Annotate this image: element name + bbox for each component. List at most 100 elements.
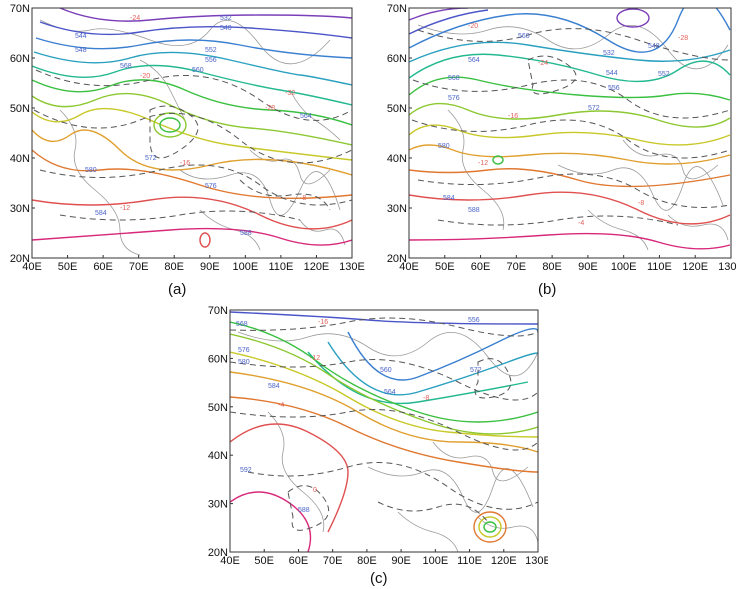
lon-tick-label: 90E (391, 555, 411, 567)
height-label: 588 (468, 207, 480, 214)
height-label: 576 (205, 183, 217, 190)
temp-label: 0 (313, 487, 317, 494)
lat-tick-label: 20N (208, 547, 228, 559)
lat-axis-c: 70N 60N 50N 40N 30N 20N (208, 305, 233, 559)
height-contours-b (409, 8, 731, 250)
map-a: 532 540 544 548 552 556 560 564 568 572 … (10, 3, 365, 273)
lon-tick-label: 40E (399, 261, 419, 273)
contour-labels-c: 556 560 568 564 572 576 580 584 588 592 … (236, 317, 482, 514)
height-label: 588 (298, 507, 310, 514)
lat-tick-label: 50N (208, 402, 228, 414)
temp-label: -12 (310, 355, 320, 362)
temp-label: -28 (678, 35, 688, 42)
lat-tick-label: 70N (10, 3, 30, 15)
contour-labels-b: 560 564 568 576 580 584 588 532 544 548 … (438, 23, 688, 227)
lon-tick-label: 40E (22, 261, 42, 273)
height-label: 580 (438, 143, 450, 150)
lon-tick-label: 100E (422, 555, 448, 567)
lat-tick-label: 30N (208, 499, 228, 511)
lon-tick-label: 80E (164, 261, 184, 273)
lon-tick-label: 60E (289, 555, 309, 567)
height-label: 568 (236, 321, 248, 328)
lat-tick-label: 50N (387, 103, 407, 115)
height-contours-a (32, 8, 352, 248)
height-contours-c (230, 311, 538, 552)
lon-axis-b: 40E 50E 60E 70E 80E 90E 100E 110E 120E 130E (399, 255, 737, 273)
height-label: 588 (240, 230, 252, 237)
temp-label: -4 (578, 220, 584, 227)
temp-label: -20 (140, 73, 150, 80)
caption-b: (b) (538, 281, 557, 298)
lat-tick-label: 40N (208, 450, 228, 462)
height-label: 564 (300, 113, 312, 120)
lon-tick-label: 90E (200, 261, 220, 273)
temperature-contours-b (411, 28, 731, 226)
lat-tick-label: 60N (10, 53, 30, 65)
lon-tick-label: 120E (304, 261, 330, 273)
lat-tick-label: 30N (387, 203, 407, 215)
temp-label: -8 (423, 395, 429, 402)
lon-tick-label: 60E (471, 261, 491, 273)
temp-label: -12 (478, 160, 488, 167)
height-label: 580 (85, 167, 97, 174)
temp-label: -16 (508, 113, 518, 120)
temp-label: -16 (180, 160, 190, 167)
lon-tick-label: 70E (129, 261, 149, 273)
temperature-contours-c (230, 317, 538, 531)
frame-c (229, 309, 539, 553)
lon-tick-label: 50E (254, 555, 274, 567)
lon-tick-label: 100E (232, 261, 258, 273)
lon-axis-c: 40E 50E 60E 70E 80E 90E 100E 110E 120E 130E (220, 549, 551, 567)
lon-tick-label: 90E (578, 261, 598, 273)
lon-tick-label: 100E (611, 261, 637, 273)
height-label: 540 (220, 25, 232, 32)
lon-tick-label: 50E (435, 261, 455, 273)
height-label: 548 (75, 47, 87, 54)
temp-label: -12 (120, 205, 130, 212)
height-label: 568 (448, 75, 460, 82)
lat-tick-label: 50N (10, 103, 30, 115)
lon-tick-label: 70E (507, 261, 527, 273)
lon-tick-label: 130E (718, 261, 737, 273)
map-area-a (32, 8, 352, 258)
height-label: 556 (205, 57, 217, 64)
panel-a: 532 540 544 548 552 556 560 564 568 572 … (0, 0, 365, 298)
height-label: 568 (120, 63, 132, 70)
height-label: 556 (608, 85, 620, 92)
temp-label: -4 (278, 402, 284, 409)
lat-axis-a: 70N 60N 50N 40N 30N 20N (10, 3, 35, 265)
height-label: 564 (468, 57, 480, 64)
lon-tick-label: 80E (542, 261, 562, 273)
lon-axis-a: 40E 50E 60E 70E 80E 90E 100E 110E 120E 130E (22, 255, 365, 273)
lat-tick-label: 40N (387, 153, 407, 165)
lat-tick-label: 30N (10, 203, 30, 215)
height-label: 552 (658, 71, 670, 78)
height-label: 564 (384, 389, 396, 396)
temp-label: -28 (265, 105, 275, 112)
caption-a: (a) (168, 281, 187, 298)
lat-tick-label: 60N (208, 353, 228, 365)
frame-b (408, 7, 732, 259)
caption-c: (c) (370, 570, 388, 587)
lon-tick-label: 110E (457, 555, 482, 567)
lon-tick-label: 130E (339, 261, 365, 273)
height-label: 556 (468, 317, 480, 324)
lat-tick-label: 70N (387, 3, 407, 15)
lon-tick-label: 130E (525, 555, 548, 567)
height-label: 548 (648, 43, 660, 50)
lat-tick-label: 60N (387, 53, 407, 65)
temp-label: -24 (538, 60, 548, 67)
height-label: 576 (448, 95, 460, 102)
frame-a (31, 7, 353, 259)
panel-b: 560 564 568 576 580 584 588 532 544 548 … (378, 0, 737, 298)
height-label: 572 (588, 105, 600, 112)
map-b: 560 564 568 576 580 584 588 532 544 548 … (387, 3, 737, 273)
height-label: 580 (238, 359, 250, 366)
lat-axis-b: 70N 60N 50N 40N 30N 20N (387, 3, 412, 265)
lat-tick-label: 70N (208, 305, 228, 317)
height-label: 532 (220, 15, 232, 22)
height-label: 544 (606, 70, 618, 77)
height-label: 584 (268, 383, 280, 390)
lon-tick-label: 80E (357, 555, 377, 567)
lon-tick-label: 40E (220, 555, 240, 567)
